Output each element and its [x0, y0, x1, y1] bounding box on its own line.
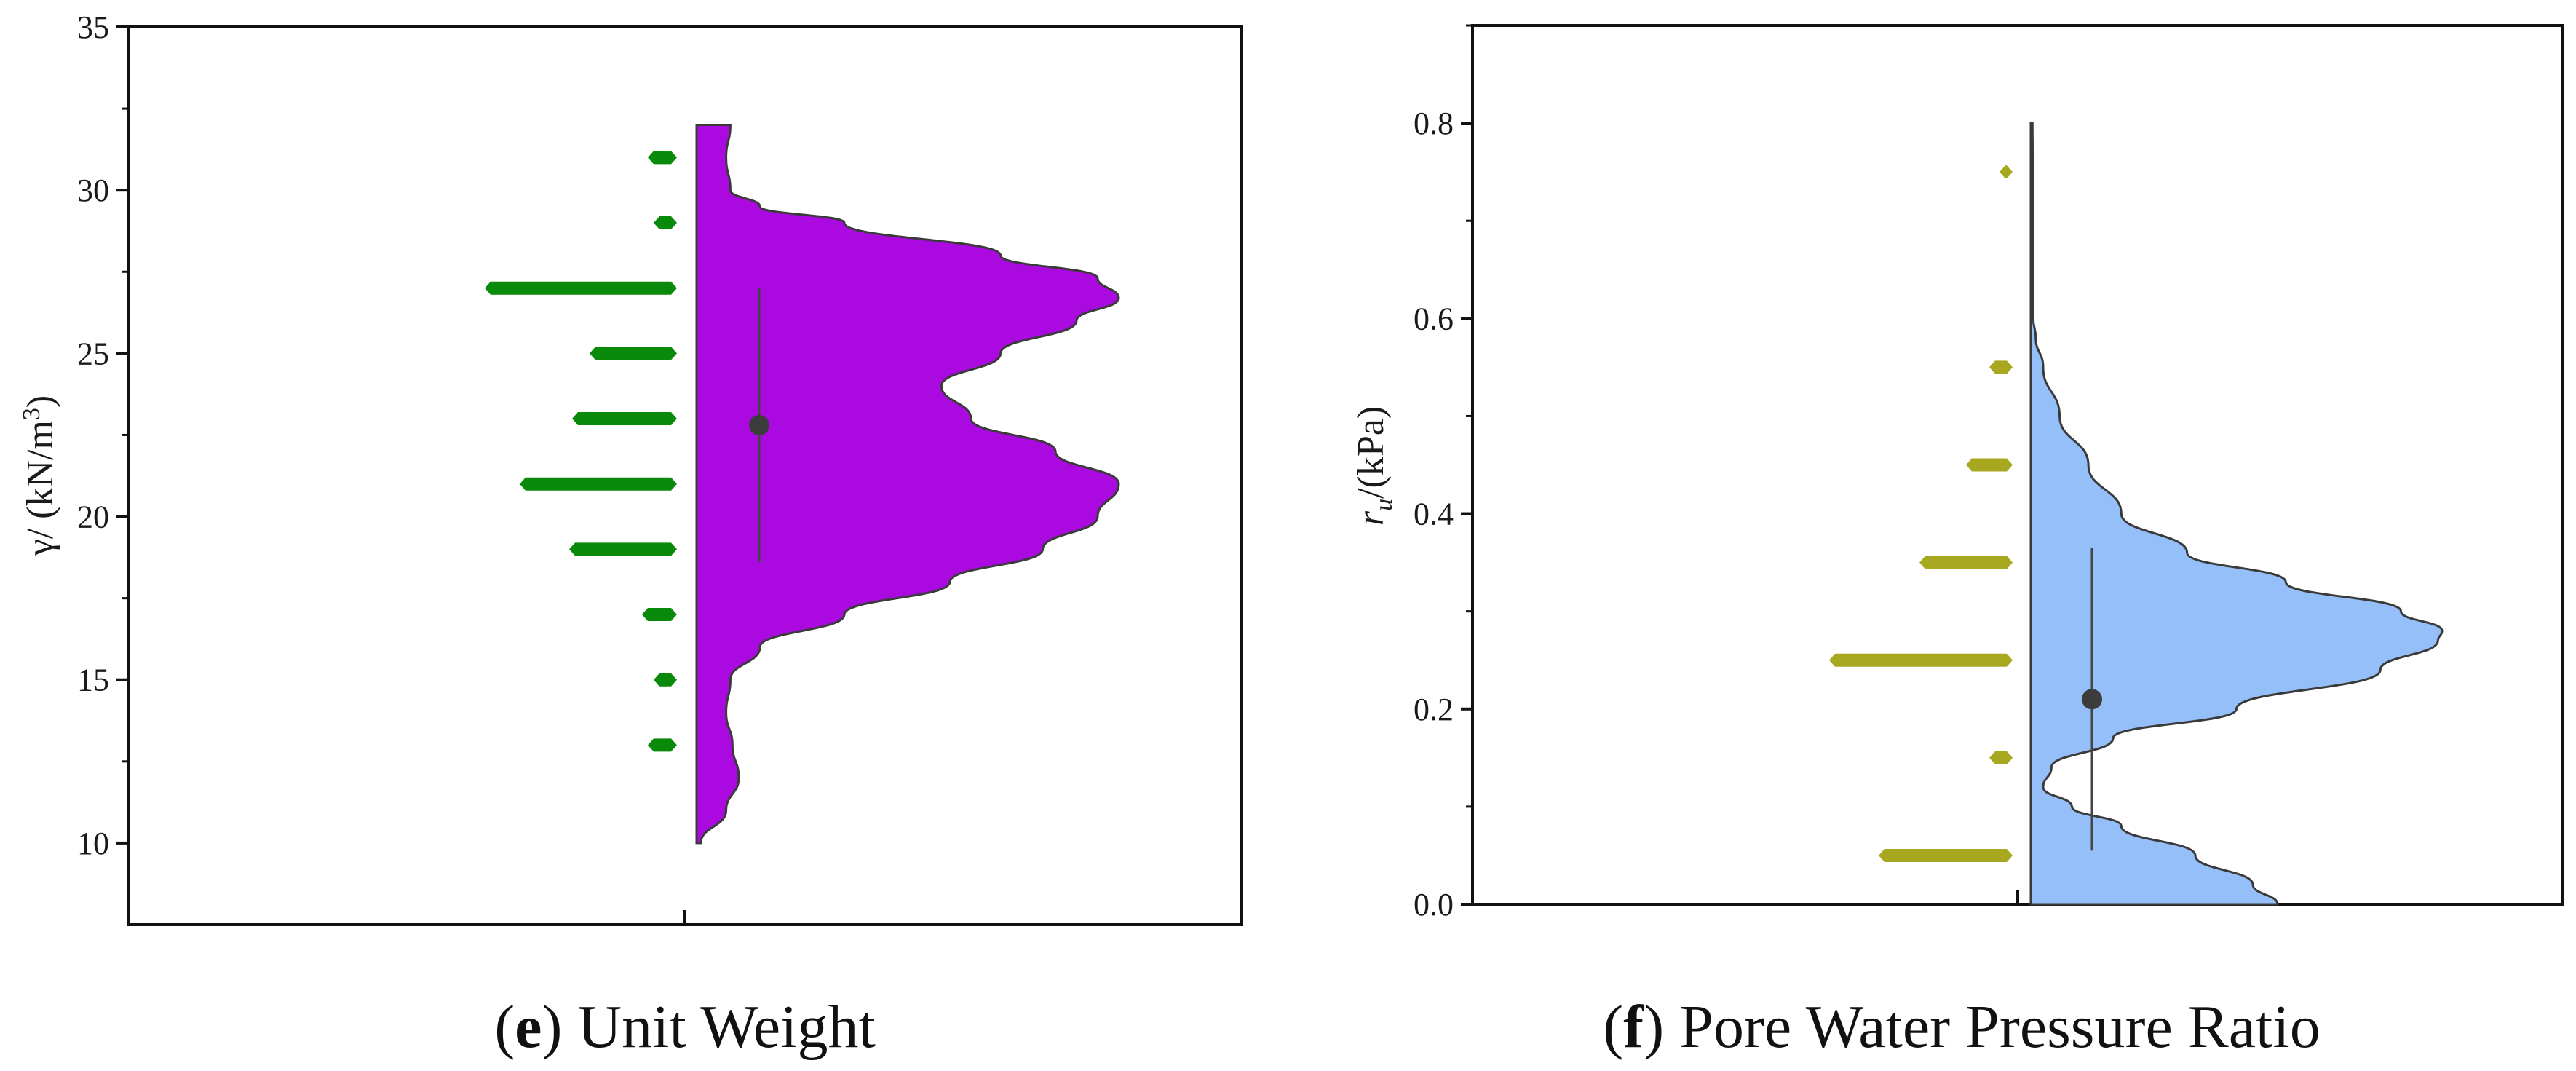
panel-e-histogram-bar	[520, 477, 677, 491]
panel-e-density-violin	[695, 124, 1120, 845]
panel-f-histogram-bar	[1989, 751, 2013, 764]
panel-e-histogram-bar	[648, 738, 677, 752]
panel-e-mean-point	[749, 415, 769, 436]
panel-f-y-axis-title: ru/(kPa)	[1350, 406, 1398, 526]
panel-f-histogram-bar	[1966, 458, 2013, 472]
panel-f-y-axis: 0.0 0.2 0.4 0.6 0.8	[1414, 24, 1473, 922]
panel-e-histogram-bar	[654, 216, 677, 230]
panel-f-density-violin	[2029, 122, 2444, 906]
panel-f-y-tick-label: 0.6	[1414, 301, 1454, 336]
panel-e-y-tick-label: 35	[77, 9, 109, 45]
panel-e-y-tick-label: 10	[77, 826, 109, 861]
panel-f-histogram-bar	[1919, 556, 2013, 569]
panel-f-plot-frame	[1471, 24, 2564, 906]
panel-e-histogram	[485, 151, 677, 752]
panel-e-histogram-bar	[642, 608, 677, 622]
panel-e-y-axis: 10 15 20 25 30 35	[77, 9, 128, 861]
panel-f-y-tick-label: 0.2	[1414, 692, 1454, 727]
panel-e-y-tick-label: 30	[77, 173, 109, 208]
panel-e-histogram-bar	[648, 151, 677, 165]
panel-f-histogram-bar	[2000, 165, 2013, 179]
panel-f-histogram-bar	[1989, 360, 2013, 374]
panel-f-y-tick-label: 0.4	[1414, 497, 1454, 532]
panel-e-histogram-bar	[590, 347, 677, 360]
panel-e-unit-weight: 10 15 20 25 30 35 γ/ (kN/m3) (e) Unit Weight	[18, 9, 1243, 1061]
panel-f-y-tick-label: 0.0	[1414, 887, 1454, 922]
panel-e-histogram-bar	[654, 673, 677, 687]
panel-f-histogram-bar	[1879, 848, 2013, 862]
panel-e-caption: (e) Unit Weight	[494, 993, 876, 1061]
panel-f-histogram	[1829, 165, 2013, 862]
panel-f-mean-point	[2082, 689, 2102, 710]
panel-e-histogram-bar	[485, 281, 677, 295]
panel-e-y-tick-label: 20	[77, 499, 109, 535]
panel-f-caption: (f) Pore Water Pressure Ratio	[1603, 993, 2320, 1061]
panel-e-histogram-bar	[572, 412, 677, 426]
panel-f-pore-water-pressure-ratio: 0.0 0.2 0.4 0.6 0.8 ru/(kPa) (f) Pore Water …	[1350, 24, 2564, 1061]
panel-e-y-tick-label: 15	[77, 663, 109, 698]
panel-e-y-axis-title: γ/ (kN/m3)	[18, 395, 61, 557]
panel-f-y-tick-label: 0.8	[1414, 106, 1454, 141]
panel-f-histogram-bar	[1829, 653, 2013, 667]
panel-e-histogram-bar	[569, 542, 677, 556]
panel-e-y-tick-label: 25	[77, 336, 109, 371]
